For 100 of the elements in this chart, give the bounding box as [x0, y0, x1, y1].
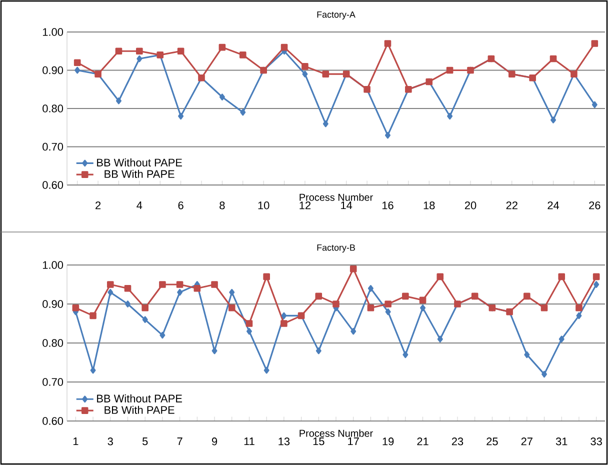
point	[74, 59, 81, 66]
point	[437, 336, 443, 343]
point	[177, 48, 184, 55]
point	[558, 273, 566, 280]
point	[264, 366, 270, 374]
x-tick-label: 11	[244, 438, 254, 446]
legend-label: BB With PAPE	[104, 170, 174, 178]
point	[240, 108, 246, 116]
point	[74, 66, 80, 74]
x-tick-label: 33	[590, 438, 602, 446]
point	[302, 70, 308, 78]
x-tick-label: 15	[313, 438, 324, 446]
point	[263, 273, 270, 280]
point	[211, 281, 218, 288]
y-tick-label: 0.70	[42, 142, 64, 151]
point	[194, 285, 201, 292]
x-tick-label: 13	[278, 438, 290, 446]
point	[90, 312, 96, 320]
point	[116, 97, 122, 104]
point	[576, 304, 582, 312]
point	[159, 281, 166, 288]
point	[558, 336, 564, 343]
point	[108, 288, 114, 296]
point	[576, 312, 582, 320]
point	[316, 347, 322, 354]
point	[550, 55, 557, 62]
x-tick-label: 22	[506, 202, 518, 210]
point	[228, 304, 236, 312]
x-axis-title: Process Number	[300, 194, 373, 201]
point	[72, 304, 80, 312]
x-tick-label: 20	[464, 202, 476, 210]
x-tick-label: 23	[452, 438, 464, 446]
point	[315, 292, 322, 300]
point	[219, 94, 225, 100]
x-tick-label: 1	[73, 438, 78, 446]
point	[591, 40, 598, 47]
point	[540, 304, 548, 312]
y-tick-label: 0.70	[42, 378, 64, 386]
x-tick-label: 26	[589, 202, 600, 210]
point	[115, 48, 122, 55]
x-tick-label: 8	[220, 202, 225, 210]
point	[350, 266, 357, 272]
x-tick-label: 3	[108, 438, 113, 446]
legend-label: BB With PAPE	[104, 406, 174, 414]
point	[322, 70, 330, 78]
x-tick-label: 17	[348, 438, 359, 446]
point	[177, 288, 183, 296]
x-tick-label: 7	[177, 438, 182, 446]
point	[592, 101, 598, 108]
x-tick-label: 9	[212, 438, 218, 446]
point	[524, 292, 530, 300]
point	[542, 370, 548, 378]
point	[280, 44, 288, 51]
point	[350, 328, 356, 335]
point	[332, 300, 340, 308]
point	[302, 63, 308, 70]
point	[446, 66, 454, 74]
point	[420, 304, 426, 312]
point	[160, 332, 166, 339]
point	[594, 281, 600, 288]
point	[402, 292, 409, 300]
point	[178, 112, 184, 120]
x-tick-label: 5	[142, 438, 148, 446]
y-tick-label: 1.00	[42, 261, 64, 269]
point	[384, 300, 392, 308]
x-tick-label: 18	[424, 202, 435, 210]
y-tick-label: 0.80	[42, 104, 64, 112]
point	[524, 351, 530, 358]
point	[142, 316, 148, 324]
chart-title: Factory-B	[317, 244, 355, 253]
x-tick-label: 19	[382, 438, 394, 446]
x-tick-label: 16	[382, 202, 394, 210]
point	[384, 40, 392, 47]
point	[419, 296, 426, 304]
legend-label: BB Without PAPE	[97, 394, 182, 402]
y-tick-label: 0.60	[42, 417, 64, 425]
x-tick-label: 21	[417, 438, 428, 446]
point	[239, 52, 246, 58]
point	[592, 273, 600, 280]
x-tick-label: 24	[548, 202, 560, 210]
point	[218, 44, 226, 51]
x-axis-title: Process Number	[300, 430, 373, 437]
x-tick-label: 2	[96, 202, 101, 210]
point	[367, 304, 374, 312]
point	[280, 320, 288, 327]
point	[246, 328, 252, 335]
point	[550, 116, 556, 124]
y-tick-label: 0.90	[42, 300, 64, 308]
x-tick-label: 4	[136, 202, 142, 210]
point	[124, 300, 130, 308]
point	[106, 281, 114, 288]
x-tick-label: 12	[300, 202, 311, 210]
point	[322, 120, 328, 128]
point	[368, 285, 374, 292]
x-tick-label: 10	[258, 202, 270, 210]
point	[229, 288, 235, 296]
y-tick-label: 0.60	[42, 181, 64, 189]
point	[212, 347, 218, 354]
x-tick-label: 25	[486, 438, 498, 446]
legend-label: BB Without PAPE	[97, 158, 182, 166]
